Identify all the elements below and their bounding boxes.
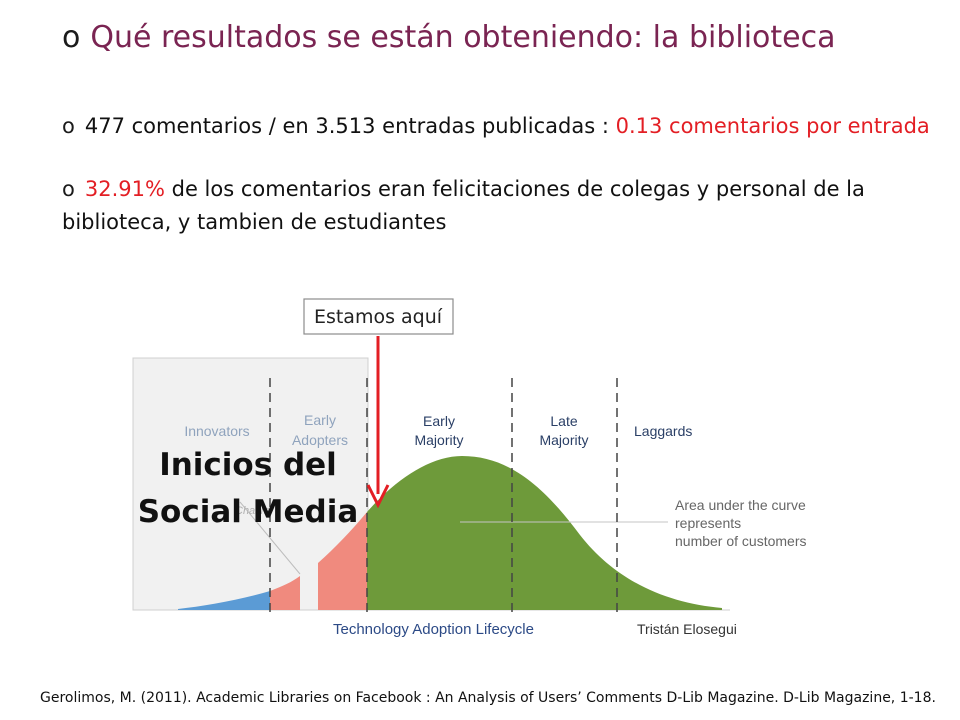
label-chasm: Chasm (235, 505, 270, 517)
comments-count-text: 477 comentarios / en 3.513 entradas publ… (84, 114, 616, 138)
lifecycle-title: Technology Adoption Lifecycle (333, 621, 534, 638)
label-early-adopters-2: Adopters (292, 432, 348, 448)
label-late-majority-1: Late (550, 413, 577, 429)
label-laggards: Laggards (634, 423, 692, 439)
chasm-line (239, 501, 301, 575)
early-adopters-area (270, 576, 300, 610)
early-adopters-area-after-chasm (318, 512, 367, 610)
slide-title: o Qué resultados se están obteniendo: la … (62, 20, 835, 55)
citation: Gerolimos, M. (2011). Academic Libraries… (40, 690, 936, 706)
congratulations-text: de los comentarios eran felicitaciones d… (62, 177, 865, 234)
label-innovators: Innovators (184, 423, 249, 439)
comments-per-post-stat: o 477 comentarios / en 3.513 entradas pub… (62, 110, 930, 143)
callout-box (303, 298, 454, 335)
label-early-majority-2: Majority (414, 432, 463, 448)
comments-ratio-highlight: 0.13 comentarios por entrada (615, 114, 930, 138)
overlay-title-line-2: Social Media (138, 494, 359, 530)
innovators-area (178, 591, 270, 610)
slide-title-text: Qué resultados se están obteniendo: la b… (90, 20, 836, 55)
callout-label: Estamos aquí (314, 306, 443, 328)
majority-area (367, 456, 722, 610)
label-early-majority-1: Early (423, 413, 455, 429)
percentage-highlight: 32.91% (84, 177, 165, 201)
area-note-line-3: number of customers (675, 533, 807, 549)
label-late-majority-2: Majority (539, 432, 588, 448)
bullet-marker: o (62, 20, 81, 55)
diagram-author: Tristán Elosegui (637, 621, 737, 637)
bullet-marker: o (62, 177, 75, 201)
area-note-line-2: represents (675, 515, 741, 531)
bullet-marker: o (62, 114, 75, 138)
red-arrow-head-icon (366, 484, 390, 509)
overlay-title-line-1: Inicios del (159, 447, 337, 483)
label-early-adopters-1: Early (304, 412, 336, 428)
area-note-line-1: Area under the curve (675, 497, 806, 513)
congratulations-stat: o 32.91% de los comentarios eran felicita… (62, 173, 892, 239)
